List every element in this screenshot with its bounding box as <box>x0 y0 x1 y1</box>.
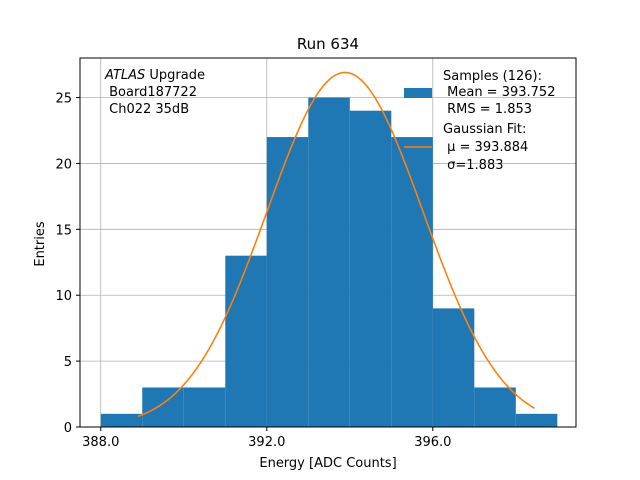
tick-labels: 388.0 392.0 396.0 0 5 10 15 20 25 <box>55 92 451 450</box>
x-tick-label: 388.0 <box>82 435 119 450</box>
histogram-bar <box>515 413 558 427</box>
y-axis-title: Entries <box>33 221 48 267</box>
axes <box>76 57 577 431</box>
x-tick-label: 396.0 <box>414 435 451 450</box>
histogram-bar <box>349 110 392 427</box>
y-tick-label: 20 <box>55 157 72 172</box>
legend-fit-line-1: Gaussian Fit: <box>443 122 526 137</box>
histogram-bar <box>432 308 475 427</box>
legend-fit-line-3: σ=1.883 <box>443 158 503 173</box>
legend-hist-line-1: Samples (126): <box>443 69 542 84</box>
annotation-line-1: ATLAS Upgrade <box>104 68 205 83</box>
annotation-atlas: ATLAS <box>104 68 145 83</box>
y-tick-label: 25 <box>55 92 72 107</box>
histogram-bar <box>100 413 143 427</box>
annotation-channel: Ch022 35dB <box>105 102 189 117</box>
legend-hist-line-2: Mean = 393.752 <box>443 85 555 100</box>
histogram-bars <box>100 97 558 428</box>
x-tick-label: 392.0 <box>248 435 285 450</box>
histogram-bar <box>142 387 184 427</box>
y-tick-label: 15 <box>55 223 72 238</box>
gaussian-fit <box>137 71 535 418</box>
x-axis-title: Energy [ADC Counts] <box>259 456 396 471</box>
detector-annotation: ATLAS Upgrade Board187722 Ch022 35dB <box>104 68 205 117</box>
histogram-bar <box>183 387 226 427</box>
plot-frame <box>79 57 577 428</box>
histogram-bar <box>266 137 309 428</box>
y-tick-label: 0 <box>64 421 72 436</box>
annotation-upgrade: Upgrade <box>145 68 205 83</box>
chart-title: Run 634 <box>297 35 359 53</box>
annotation-board: Board187722 <box>105 85 197 100</box>
histogram-bar <box>225 255 267 427</box>
legend-fit-line-2: μ = 393.884 <box>443 140 528 155</box>
histogram-bar <box>308 97 350 428</box>
y-tick-label: 10 <box>55 289 72 304</box>
gaussian-fit-curve <box>137 71 535 418</box>
y-tick-label: 5 <box>64 355 72 370</box>
legend-hist-swatch <box>404 88 432 98</box>
legend-hist-line-3: RMS = 1.853 <box>443 102 532 117</box>
histogram-bar <box>474 387 516 427</box>
histogram-bar <box>391 137 433 428</box>
legend: Samples (126): Mean = 393.752 RMS = 1.85… <box>404 69 555 173</box>
